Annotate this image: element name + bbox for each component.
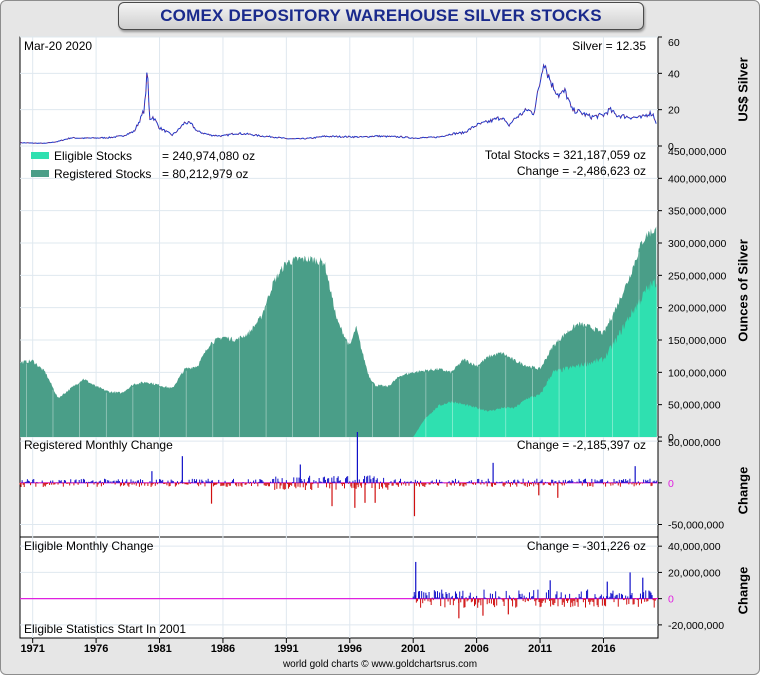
registered-area	[20, 226, 657, 437]
y-tick-label: -20,000,000	[668, 620, 724, 632]
registered-change-panel	[19, 436, 659, 538]
stocks-ylabel: Ounces of Silver	[735, 239, 751, 342]
eligible-change-title: Eligible Monthly Change	[24, 539, 154, 553]
y-tick-label: 350,000,000	[668, 206, 727, 218]
legend-registered-swatch	[31, 170, 49, 177]
eligible-start-note: Eligible Statistics Start In 2001	[24, 622, 186, 636]
legend-registered-label: Registered Stocks	[54, 167, 151, 181]
total-stocks: Total Stocks = 321,187,059 oz	[485, 148, 646, 162]
chart-title: COMEX DEPOSITORY WAREHOUSE SILVER STOCKS	[160, 6, 602, 25]
y-tick-label: -50,000,000	[668, 520, 724, 532]
x-tick-label: 1986	[211, 643, 235, 655]
registered-change-bars	[19, 432, 658, 517]
x-tick-label: 1981	[147, 643, 171, 655]
y-tick-label: 0	[668, 594, 674, 606]
eligible-change-bars	[20, 561, 658, 619]
y-tick-label: 450,000,000	[668, 146, 727, 158]
y-tick-label: 40,000,000	[668, 541, 721, 553]
legend-eligible-label: Eligible Stocks	[54, 149, 132, 163]
y-tick-label: 100,000,000	[668, 367, 727, 379]
tick-labels: 1971 1976 1981 1986 1991 1996 2001 2006 2011 2016…	[20, 36, 727, 655]
y-tick-label: 250,000,000	[668, 270, 727, 282]
eligible-area	[413, 278, 657, 437]
x-tick-label: 2016	[591, 643, 615, 655]
x-tick-label: 2006	[464, 643, 488, 655]
x-tick-label: 2011	[528, 643, 552, 655]
y-tick-label: 20	[668, 105, 680, 117]
y-tick-label: 50,000,000	[668, 437, 721, 449]
y-tick-label: 0	[668, 141, 674, 153]
y-tick-label: 50,000,000	[668, 400, 721, 412]
total-change: Change = -2,486,623 oz	[517, 164, 646, 178]
y-tick-label: 20,000,000	[668, 567, 721, 579]
y-tick-label: 150,000,000	[668, 335, 727, 347]
registered-change-title: Registered Monthly Change	[24, 438, 173, 452]
y-tick-label: 60	[668, 37, 680, 49]
price-date: Mar-20 2020	[24, 39, 92, 53]
eligible-change-panel	[19, 536, 659, 639]
x-tick-label: 1976	[84, 643, 108, 655]
x-tick-label: 1971	[20, 643, 44, 655]
y-tick-label: 0	[668, 432, 674, 444]
registered-ylabel: Change	[735, 466, 751, 515]
y-tick-label: 0	[668, 478, 674, 490]
y-tick-label: 40	[668, 68, 680, 80]
price-panel	[19, 36, 659, 147]
legend-eligible-swatch	[31, 152, 49, 159]
price-current: Silver = 12.35	[572, 39, 646, 53]
price-ylabel: US$ Silver	[735, 57, 751, 122]
y-tick-label: 200,000,000	[668, 303, 727, 315]
price-line	[19, 63, 657, 144]
eligible-change-value: Change = -301,226 oz	[527, 539, 646, 553]
legend-eligible-value: = 240,974,080 oz	[162, 149, 255, 163]
y-tick-label: 300,000,000	[668, 238, 727, 250]
y-tick-label: 400,000,000	[668, 173, 727, 185]
x-tick-label: 1996	[338, 643, 362, 655]
eligible-ylabel: Change	[735, 566, 751, 615]
price-series	[19, 63, 657, 144]
registered-change-value: Change = -2,185,397 oz	[517, 438, 646, 452]
title-box: COMEX DEPOSITORY WAREHOUSE SILVER STOCKS	[118, 2, 644, 30]
x-tick-label: 2001	[401, 643, 425, 655]
x-tick-label: 1991	[274, 643, 298, 655]
legend-registered-value: = 80,212,979 oz	[162, 167, 248, 181]
stocks-series	[20, 226, 657, 437]
credit-footer: world gold charts © www.goldchartsrus.co…	[282, 659, 478, 670]
